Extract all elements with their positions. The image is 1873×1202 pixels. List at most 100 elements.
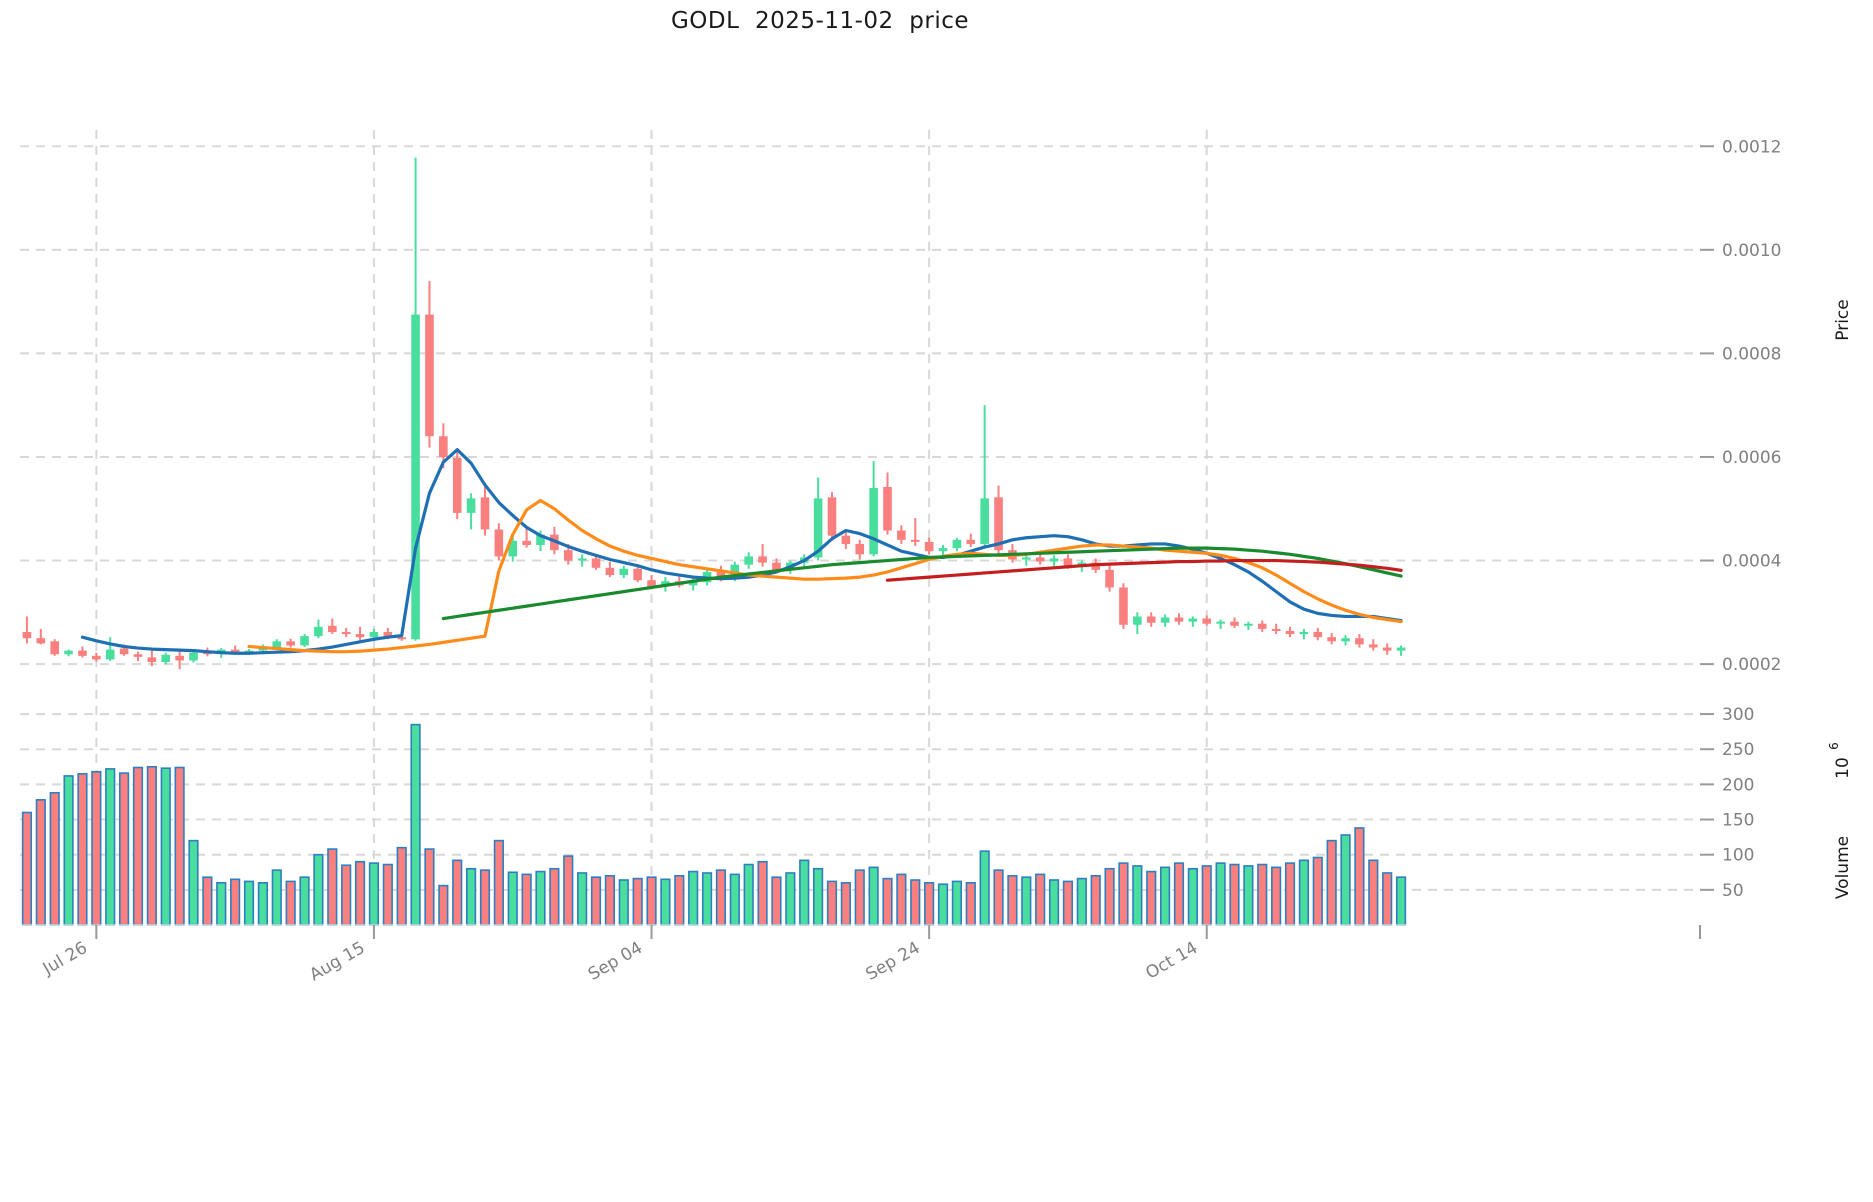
candle-body [466, 498, 476, 513]
candle-body [1146, 616, 1156, 623]
volume-bar [590, 876, 602, 926]
candlestick-series [22, 157, 1406, 670]
volume-bar [354, 860, 366, 926]
candle-body [397, 637, 407, 640]
volume-bar [1146, 870, 1157, 926]
volume-tick-label: 300 [1722, 705, 1754, 725]
candle-body [577, 558, 587, 561]
volume-bar [674, 874, 685, 926]
price-axis-title: Price [1833, 299, 1853, 340]
x-tick-label: Jul 26 [39, 938, 91, 980]
volume-bar [646, 876, 657, 926]
candle-body [1285, 630, 1295, 635]
candle-body [383, 632, 393, 638]
candle-body [78, 650, 87, 656]
candle-body [938, 548, 948, 552]
volume-bar [368, 862, 380, 926]
volume-bar [105, 768, 116, 926]
candle-body [633, 568, 642, 581]
volume-bar [1187, 867, 1198, 926]
volume-bar [1312, 856, 1323, 926]
x-tick-label: Aug 15 [306, 938, 368, 985]
candle-body [105, 649, 115, 660]
volume-bar [285, 880, 296, 926]
volume-bar [1159, 866, 1171, 926]
volume-axis-title: Volume [1833, 836, 1853, 899]
volume-bar [854, 869, 865, 926]
volume-bar [563, 855, 574, 926]
volume-bar [937, 883, 949, 926]
volume-bar [604, 874, 616, 926]
candle-body [36, 638, 46, 644]
candle-body [1049, 558, 1059, 562]
volume-bar [313, 853, 324, 926]
candle-body [841, 535, 851, 544]
volume-bar [618, 879, 629, 926]
volume-bar [1062, 880, 1074, 926]
candle-body [50, 641, 60, 655]
candle-body [897, 530, 906, 540]
overlay-ma-mid [247, 498, 1403, 654]
candle-body [1244, 623, 1253, 626]
volume-bar [49, 792, 60, 926]
volume-bar [535, 870, 546, 926]
volume-bar [1173, 862, 1185, 926]
price-tick-label: 0.0006 [1722, 448, 1781, 468]
overlay-ma-xlong [885, 558, 1403, 582]
candle-body [64, 650, 73, 655]
volume-bar [257, 882, 269, 926]
volume-bar [410, 723, 421, 926]
volume-bar [743, 863, 754, 926]
volume-bar [77, 773, 88, 926]
price-axis-ticks: 0.0012 0.0010 0.0008 0.0006 0.0004 0.0002 [1700, 137, 1781, 675]
candle-body [1313, 632, 1323, 638]
price-tick-label: 0.0002 [1722, 655, 1781, 675]
volume-bar [577, 872, 588, 926]
volume-bar [1395, 876, 1407, 926]
price-tick-label: 0.0012 [1722, 137, 1781, 157]
volume-bars [21, 723, 1407, 926]
volume-bar [452, 859, 463, 926]
candle-body [536, 534, 545, 545]
candle-body [480, 497, 490, 530]
volume-bar [146, 765, 157, 926]
candle-body [827, 497, 837, 536]
candle-body [994, 497, 1003, 551]
axis-titles: Price Volume 10 6 [1827, 299, 1853, 899]
candle-body [1063, 558, 1073, 566]
volume-bar [868, 866, 879, 926]
volume-bar [396, 846, 407, 926]
candle-body [1021, 557, 1031, 560]
candle-body [411, 314, 420, 640]
volume-bar [202, 876, 213, 926]
volume-bar [1340, 834, 1351, 926]
candle-body [147, 657, 157, 663]
volume-bar [549, 867, 560, 926]
candle-body [772, 562, 781, 570]
volume-bar [1132, 865, 1143, 926]
candle-body [230, 649, 240, 652]
candle-body [813, 498, 823, 558]
volume-bar [701, 872, 713, 926]
candle-body [1327, 637, 1336, 642]
volume-bar [715, 869, 727, 926]
candle-body [1230, 621, 1239, 626]
candle-body [1382, 647, 1392, 651]
candle-body [1188, 618, 1198, 622]
volume-bar [63, 775, 74, 926]
candle-body [869, 488, 878, 555]
volume-bar [1007, 874, 1018, 926]
volume-bar [507, 871, 518, 926]
volume-bar [1243, 865, 1254, 926]
volume-bar [1284, 862, 1296, 926]
volume-bar [688, 870, 699, 926]
volume-bar [174, 766, 185, 926]
candle-body [1355, 638, 1364, 645]
price-tick-label: 0.0010 [1722, 241, 1781, 261]
volume-bar [230, 878, 241, 926]
candle-body [494, 529, 504, 557]
candle-body [1174, 617, 1184, 622]
volume-bar [479, 869, 491, 926]
volume-bar [840, 882, 851, 926]
